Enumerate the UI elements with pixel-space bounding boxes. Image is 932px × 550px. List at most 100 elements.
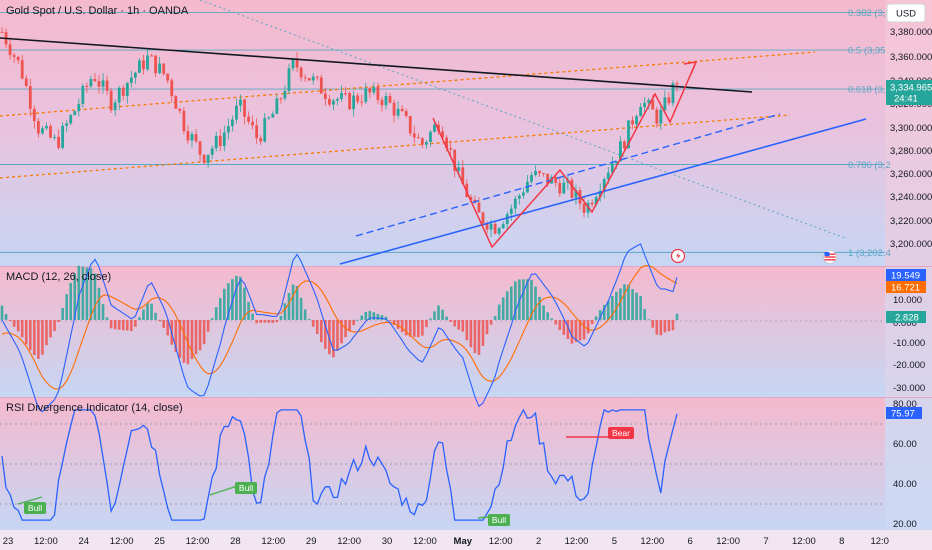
candle-body [396,108,400,116]
macd-histogram-bar [631,289,634,320]
candle-body [352,95,356,110]
macd-histogram-bar [69,282,73,320]
rsi-panel-bg [0,398,885,530]
candle-body [610,163,614,173]
candle-body [481,212,485,224]
time-tick: 12:00 [413,536,437,547]
candle-body [453,149,457,171]
macd-histogram-bar [489,319,493,325]
svg-text:Bull: Bull [28,503,42,513]
macd-histogram-bar [635,292,638,320]
macd-histogram-bar [598,310,602,320]
candle-body [348,93,352,110]
macd-histogram-bar [643,309,646,320]
candle-body [166,73,170,81]
candle-body [24,78,28,87]
macd-histogram-bar [615,291,618,320]
candle-body [323,93,327,100]
candle-body [174,96,178,109]
macd-tick: -10.000 [893,338,925,349]
candle-body [449,148,453,150]
macd-histogram-bar [142,309,145,320]
macd-histogram-bar [352,319,355,326]
candle-body [255,125,259,139]
macd-histogram-bar [57,319,60,322]
candle-body [93,78,97,82]
time-tick: 12:0 [870,536,889,547]
candle-body [562,182,566,194]
macd-histogram-bar [667,319,671,332]
candle-body [542,173,546,175]
time-tick: 12:00 [716,536,740,547]
candle-body [61,125,65,148]
macd-histogram-bar [445,316,448,320]
candle-body [332,100,335,105]
macd-histogram-bar [501,297,505,320]
bull-label-2[interactable]: Bull [235,482,257,494]
candle-body [113,102,117,111]
time-axis[interactable]: 23 12:00 24 12:00 25 12:00 28 12:00 29 12:00 30 12:… [3,536,889,547]
macd-histogram-bar [485,319,489,335]
macd-histogram-bar [150,303,153,320]
macd-histogram-bar [251,313,254,320]
us-flag-icon[interactable] [823,250,837,264]
bull-label-3[interactable]: Bull [488,514,510,526]
macd-histogram-bar [117,319,121,330]
macd-histogram-bar [562,319,566,335]
support-dashed-line[interactable] [355,113,781,237]
macd-panel-bg [0,267,885,397]
candle-body [360,101,364,103]
macd-histogram-bar [138,317,141,320]
fib-level-label: 0.382 (3,3 [848,8,891,19]
bull-label-1[interactable]: Bull [24,502,46,514]
candle-body [598,191,602,197]
candle-body [283,90,287,99]
candle-body [433,124,436,132]
macd-histogram-bar [582,319,586,340]
current-price-label[interactable]: 3,334.965 24:41 [886,80,932,105]
macd-histogram-bar [263,319,267,323]
candle-body [251,121,254,126]
macd-histogram-bar [586,319,590,334]
resistance-trendline[interactable] [0,37,753,93]
candle-body [85,85,89,87]
time-tick: 12:00 [337,536,361,547]
candle-body [267,117,271,119]
candle-body [582,203,586,213]
macd-histogram-bar [461,319,465,332]
macd-histogram-bar [671,319,675,331]
rsi-tick: 60.00 [893,439,917,450]
lightning-icon[interactable] [670,248,686,264]
time-tick: 28 [230,536,241,547]
currency-button[interactable]: USD [886,3,926,23]
candle-body [235,105,238,120]
candle-body [162,63,166,74]
candle-body [554,177,558,183]
candle-body [319,77,323,94]
macd-histogram-bar [388,319,392,321]
candle-body [206,154,210,163]
macd-histogram-bar [194,319,198,355]
price-tick: 3,220.000 [890,216,932,227]
zigzag-projection[interactable] [432,61,697,249]
candle-body [356,95,360,102]
candle-body [77,103,81,112]
macd-histogram-bar [493,316,497,320]
candle-body [73,111,77,116]
macd-histogram-bar [315,319,319,335]
candle-body [194,134,198,142]
macd-histogram-bar [623,284,626,320]
macd-histogram-bar [639,295,642,320]
bear-label[interactable]: Bear [608,427,634,439]
candle-body [546,173,550,184]
macd-histogram-bar [530,279,533,320]
macd-histogram-bar [336,319,339,351]
candle-body [8,44,12,56]
candle-body [247,116,250,122]
macd-histogram-bar [182,319,186,363]
macd-histogram-bar [627,284,630,320]
macd-histogram-bar [0,305,4,320]
macd-histogram-bar [425,319,428,328]
